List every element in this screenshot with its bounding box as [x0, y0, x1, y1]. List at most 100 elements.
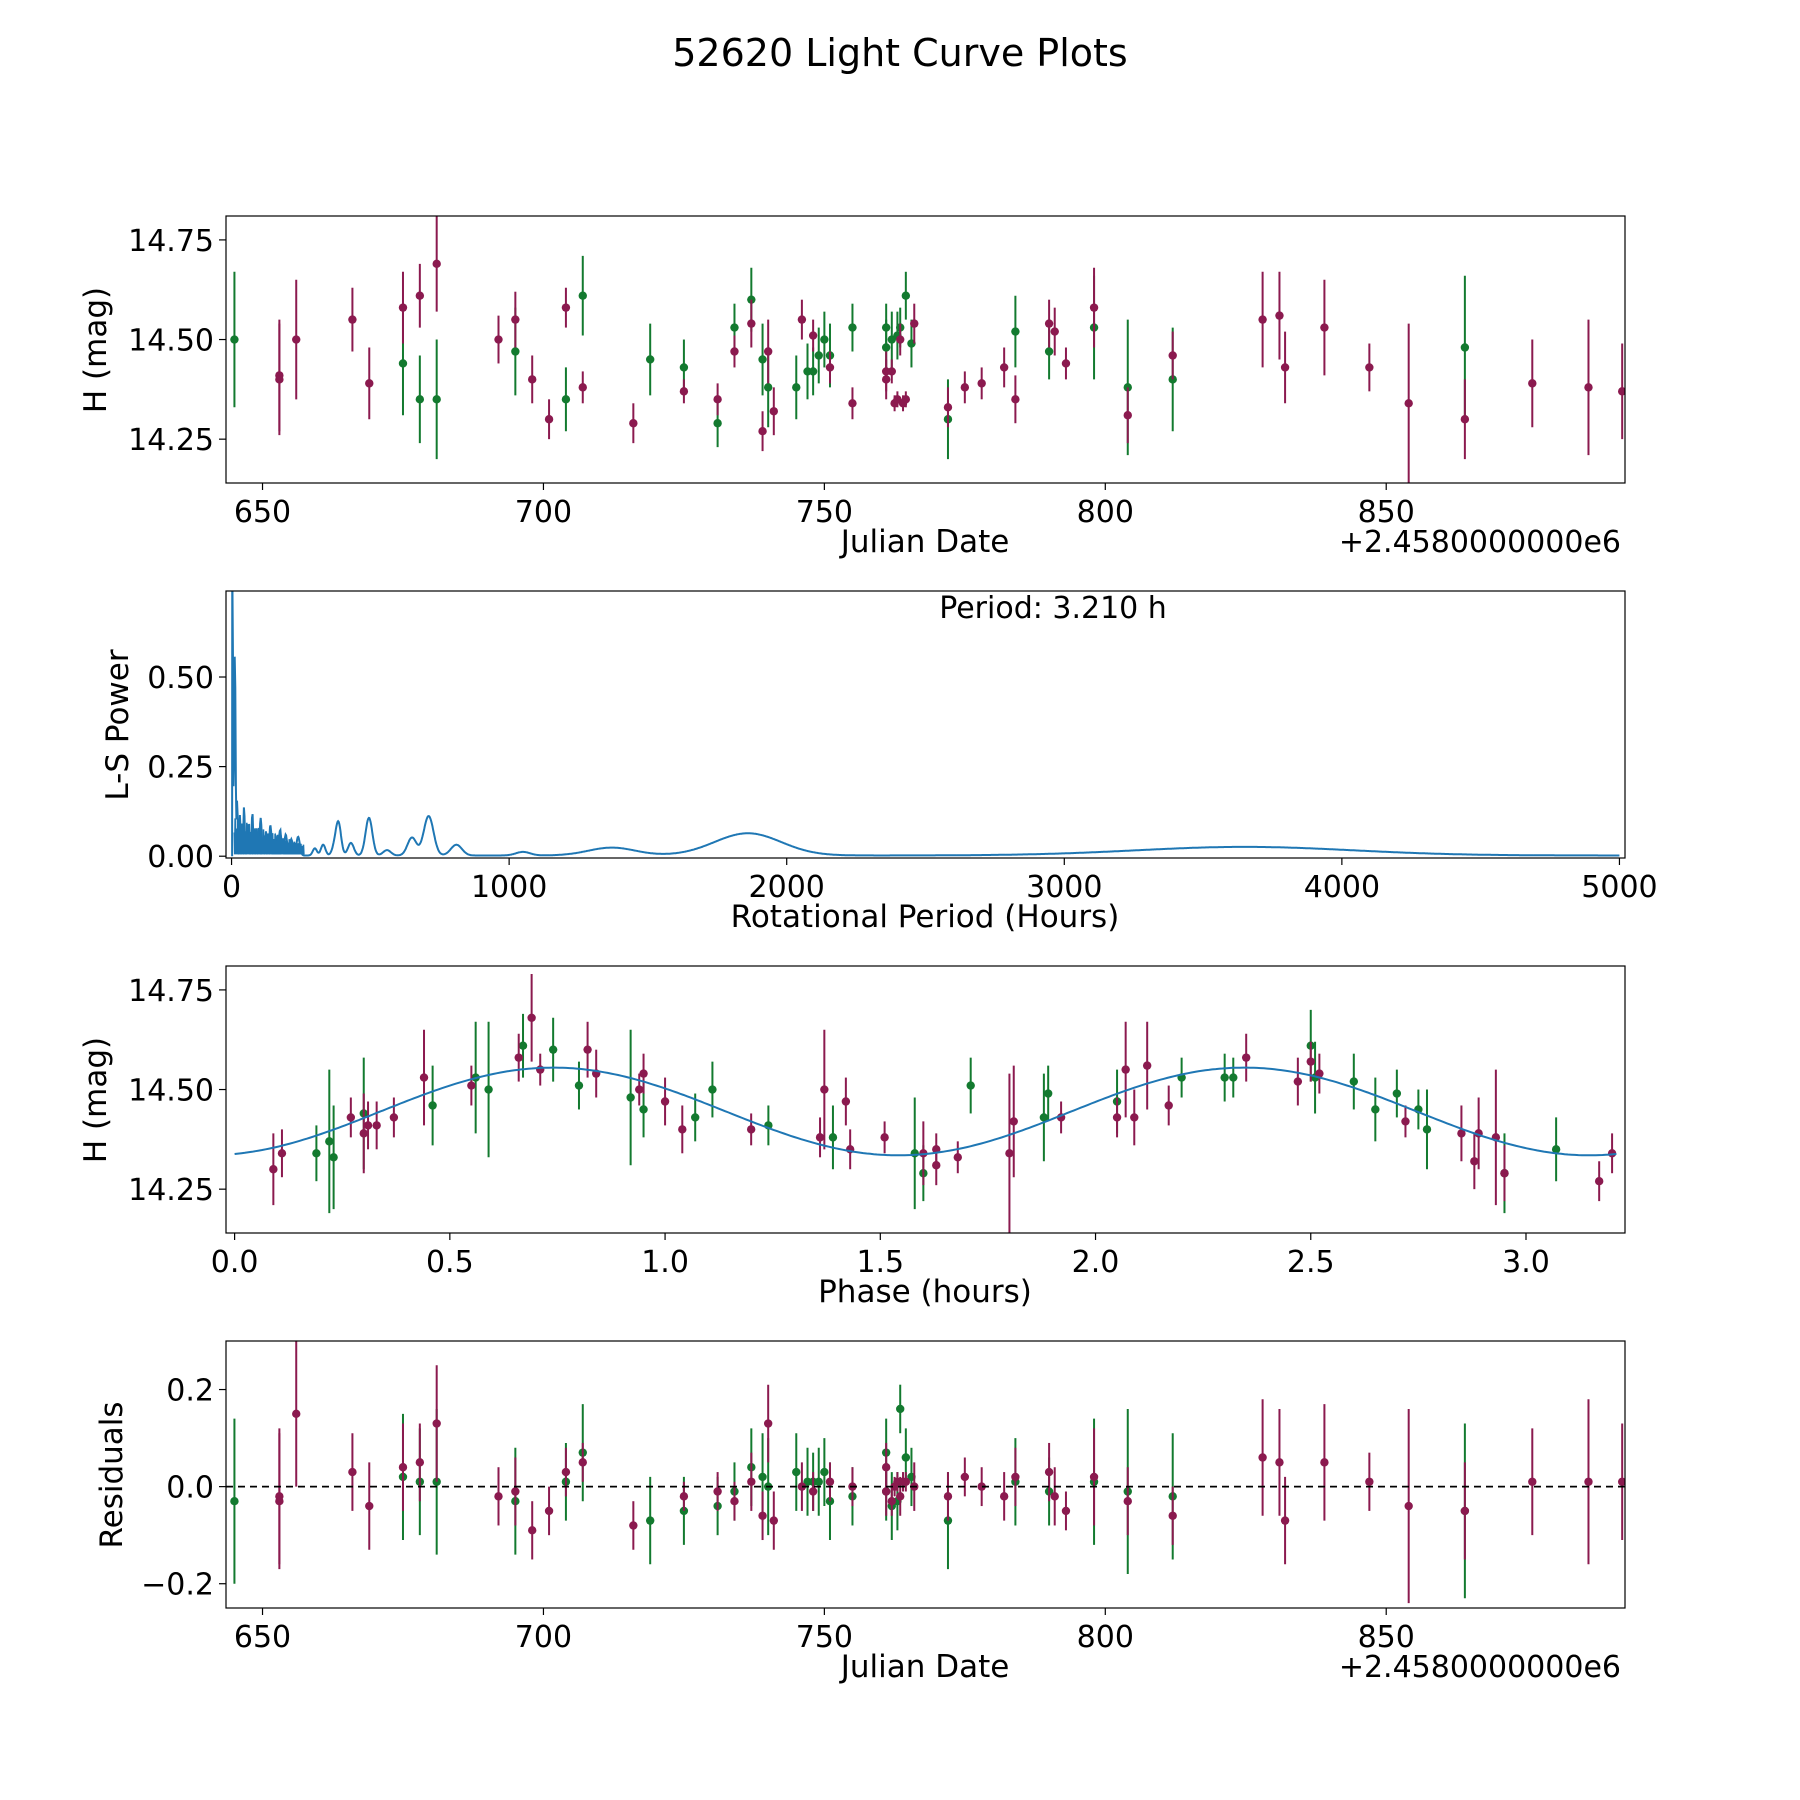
lightcurve-point-r [528, 375, 537, 384]
phased-point-r [1142, 1061, 1152, 1070]
lightcurve-point-g [747, 295, 756, 304]
lightcurve-point-r [896, 335, 905, 344]
lightcurve-point-r [1061, 359, 1071, 368]
lightcurve-point-r [960, 383, 970, 392]
lightcurve-point-g [763, 383, 773, 392]
residuals-ylabel: Residuals [94, 1401, 130, 1548]
phased-xtick-label: 2.0 [1072, 1245, 1120, 1280]
phased-point-r [363, 1121, 373, 1130]
residuals-point-r [881, 1487, 891, 1496]
periodogram-frame [225, 590, 1626, 859]
residuals-xtick-label: 750 [796, 1620, 853, 1655]
phased-xtick-label: 3.0 [1502, 1245, 1550, 1280]
lightcurve-point-r [999, 363, 1009, 372]
lightcurve-xtick-label: 850 [1358, 495, 1415, 530]
phased-ytick-label: 14.25 [128, 1173, 214, 1208]
lightcurve-point-r [1365, 363, 1374, 372]
lightcurve-point-r [1123, 411, 1132, 420]
periodogram-panel: Rotational Period (Hours) L-S Power Peri… [100, 590, 1658, 935]
residuals-point-r [901, 1477, 911, 1486]
lightcurve-point-r [901, 395, 911, 404]
periodogram-xtick-label: 0 [222, 870, 241, 905]
phased-xlabel: Phase (hours) [818, 1274, 1032, 1310]
residuals-ytick-label: 0.2 [166, 1374, 214, 1409]
phased-point-r [635, 1085, 644, 1094]
phased-point-g [691, 1113, 700, 1122]
periodogram-ytick-label: 0.00 [147, 840, 214, 875]
residuals-point-r [1365, 1477, 1374, 1486]
phased-point-r [1293, 1077, 1303, 1086]
periodogram-xlabel: Rotational Period (Hours) [731, 899, 1120, 935]
lightcurve-point-r [1168, 351, 1177, 360]
lightcurve-point-r [432, 259, 441, 269]
phased-point-r [583, 1045, 592, 1054]
residuals-point-r [1584, 1477, 1593, 1486]
residuals-point-r [275, 1497, 284, 1506]
residuals-point-r [887, 1497, 896, 1506]
residuals-point-r [808, 1487, 818, 1496]
phased-ytick-label: 14.75 [128, 974, 214, 1009]
phased-ytick-label: 14.50 [128, 1074, 214, 1109]
residuals-point-r [1258, 1453, 1267, 1462]
phased-point-r [841, 1097, 851, 1106]
lightcurve-point-g [511, 347, 520, 356]
phased-point-g [329, 1153, 338, 1162]
lightcurve-point-r [578, 383, 587, 392]
residuals-offset-label: +2.4580000000e6 [1339, 1650, 1621, 1685]
phased-point-r [277, 1149, 287, 1158]
residuals-point-r [999, 1492, 1009, 1501]
phased-point-r [953, 1153, 962, 1162]
residuals-point-r [292, 1409, 301, 1419]
lightcurve-point-r [763, 347, 773, 356]
lightcurve-point-g [561, 395, 571, 404]
residuals-point-r [1168, 1511, 1177, 1520]
phased-point-r [1009, 1117, 1018, 1126]
periodogram-xtick-label: 4000 [1304, 870, 1380, 905]
residuals-point-r [1404, 1501, 1413, 1511]
phased-point-r [536, 1065, 545, 1074]
lightcurve-point-r [977, 379, 986, 388]
phased-point-r [1164, 1101, 1173, 1110]
residuals-data-layer [230, 1341, 1625, 1604]
lightcurve-point-g [679, 363, 689, 372]
phased-point-r [1594, 1176, 1604, 1186]
residuals-point-r [758, 1511, 767, 1520]
lightcurve-point-g [758, 355, 767, 364]
lightcurve-point-r [1050, 327, 1059, 336]
residuals-point-r [1280, 1516, 1290, 1525]
residuals-point-r [763, 1419, 773, 1428]
residuals-point-r [511, 1487, 520, 1496]
residuals-point-g [230, 1497, 239, 1506]
phased-point-r [1005, 1149, 1014, 1158]
periodogram-line [231, 591, 1620, 857]
phased-ylabel: H (mag) [78, 1037, 114, 1163]
residuals-point-g [679, 1506, 689, 1516]
phased-point-g [708, 1085, 717, 1094]
lightcurve-point-r [730, 347, 739, 356]
phased-point-r [1112, 1113, 1122, 1122]
residuals-xtick-label: 650 [234, 1620, 291, 1655]
phased-point-g [484, 1085, 493, 1094]
lightcurve-point-r [848, 399, 857, 408]
phased-point-r [820, 1085, 829, 1094]
lightcurve-offset-label: +2.4580000000e6 [1339, 525, 1621, 560]
phased-point-g [325, 1137, 334, 1146]
phased-point-g [910, 1149, 919, 1158]
residuals-xtick-label: 800 [1077, 1620, 1134, 1655]
lightcurve-point-r [825, 363, 835, 372]
phased-point-r [1130, 1113, 1139, 1122]
phased-point-g [1349, 1077, 1359, 1086]
phased-point-r [1457, 1129, 1466, 1138]
phased-point-g [1371, 1105, 1380, 1114]
phased-point-g [548, 1045, 558, 1054]
phased-point-r [932, 1161, 941, 1170]
phased-point-r [639, 1069, 648, 1078]
residuals-point-g [432, 1477, 441, 1486]
residuals-point-r [365, 1501, 374, 1511]
phased-point-g [1039, 1113, 1049, 1122]
lightcurve-point-g [578, 291, 587, 300]
phased-point-g [1422, 1125, 1432, 1134]
periodogram-data-layer [231, 591, 1620, 857]
phased-point-r [746, 1125, 756, 1134]
